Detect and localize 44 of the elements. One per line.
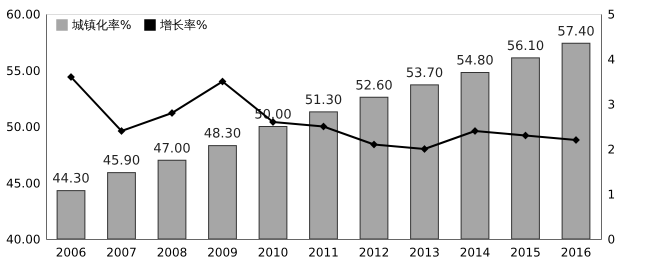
x-tick-label: 2015 <box>510 246 541 260</box>
y2-tick-label: 2 <box>608 142 616 156</box>
point <box>218 78 226 86</box>
point <box>370 140 378 148</box>
y2-tick-label: 3 <box>608 98 616 112</box>
x-tick-label: 2010 <box>258 246 288 260</box>
x-tick-label: 2016 <box>560 246 592 260</box>
y2-tick-label: 4 <box>608 52 616 66</box>
point <box>168 109 176 117</box>
y2-tick-label: 5 <box>608 8 616 22</box>
point <box>320 122 328 130</box>
y-tick-label: 40.00 <box>6 232 40 246</box>
data-label: 52.60 <box>355 78 393 94</box>
data-label: 51.30 <box>304 92 342 108</box>
y-tick-label: 45.00 <box>6 176 40 190</box>
point <box>118 127 126 135</box>
x-tick-label: 2006 <box>56 246 86 260</box>
data-label: 45.90 <box>102 154 140 169</box>
x-tick-label: 2011 <box>308 246 339 260</box>
point <box>572 136 580 144</box>
data-label: 53.70 <box>406 66 444 81</box>
x-tick-label: 2013 <box>409 246 440 260</box>
x-tick-label: 2007 <box>106 246 137 260</box>
point <box>471 127 479 135</box>
y-tick-label: 60.00 <box>6 8 40 22</box>
data-label: 56.10 <box>506 38 544 54</box>
x-tick-label: 2012 <box>358 246 390 260</box>
data-label: 54.80 <box>456 54 494 68</box>
point <box>522 132 530 140</box>
y2-tick-label: 1 <box>608 188 616 202</box>
x-tick-label: 2008 <box>156 246 188 260</box>
data-label: 48.30 <box>204 126 242 142</box>
x-tick-label: 2014 <box>460 246 490 260</box>
legend-label: 城镇化率% <box>71 18 132 32</box>
x-tick-label: 2009 <box>207 246 238 260</box>
point <box>67 73 75 81</box>
y-tick-label: 50.00 <box>6 120 40 134</box>
legend-label: 增长率% <box>159 18 208 32</box>
data-label: 44.30 <box>52 172 90 187</box>
data-label: 47.00 <box>153 141 191 156</box>
data-label: 57.40 <box>557 24 595 40</box>
point <box>420 145 428 153</box>
y2-tick-label: 0 <box>608 232 616 246</box>
y-tick-label: 55.00 <box>6 64 40 78</box>
